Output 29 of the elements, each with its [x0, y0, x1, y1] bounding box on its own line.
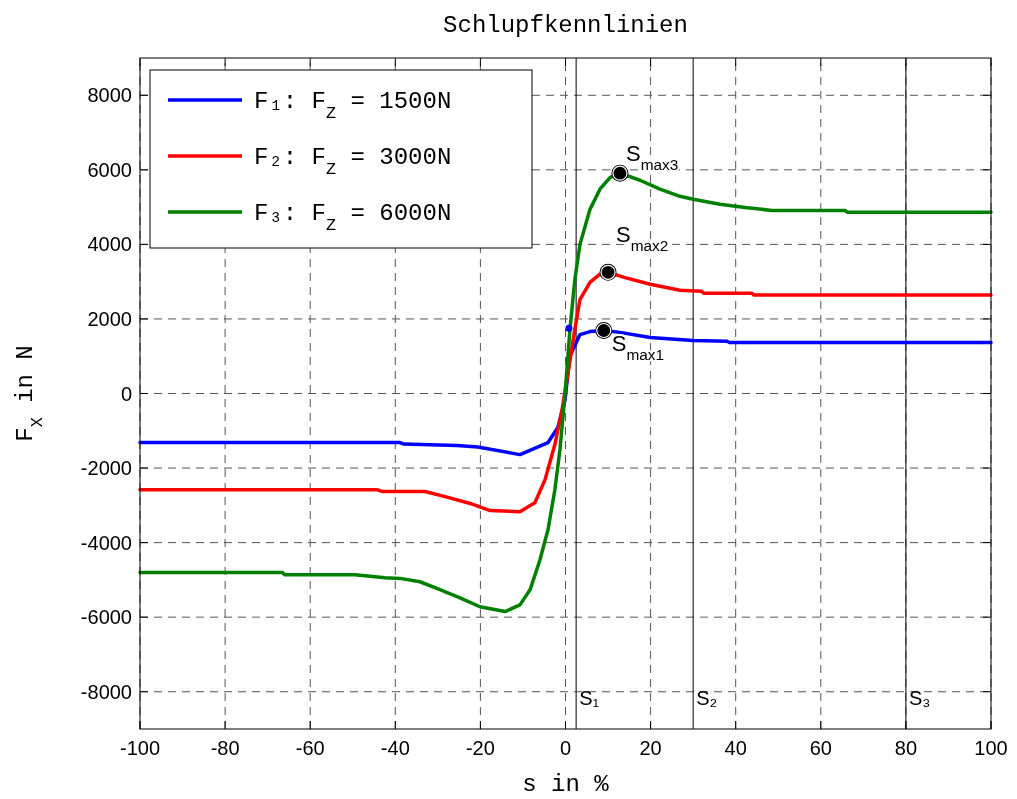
- y-tick-label: 2000: [87, 307, 132, 330]
- x-tick-label: -40: [380, 737, 410, 759]
- y-tick-label: 4000: [87, 233, 132, 256]
- x-tick-label: 80: [894, 737, 918, 759]
- ref-line-label: S₁: [579, 687, 600, 709]
- legend-label: F₂: F$_{Z}$ = 3000N: [254, 144, 452, 179]
- annotation: S$_{max1}$: [611, 330, 665, 362]
- chart-title: Schlupfkennlinien: [443, 12, 688, 39]
- legend-label: F₃: F$_{Z}$ = 6000N: [254, 200, 452, 235]
- x-tick-label: 60: [809, 737, 832, 759]
- y-tick-label: -4000: [80, 531, 132, 554]
- x-tick-label: -60: [295, 737, 325, 759]
- x-tick-label: 40: [724, 737, 747, 759]
- y-tick-label: 8000: [87, 84, 132, 107]
- x-axis-title: s in %: [522, 771, 610, 798]
- x-tick-label: 0: [559, 737, 572, 759]
- y-tick-label: 6000: [87, 158, 132, 181]
- x-tick-label: 100: [974, 737, 1008, 759]
- x-tick-label: -20: [465, 737, 495, 759]
- ref-line-label: S₃: [908, 687, 931, 709]
- y-tick-label: -6000: [80, 606, 132, 629]
- legend-label: F₁: F$_{Z}$ = 1500N: [254, 88, 452, 123]
- y-tick-label: -8000: [80, 680, 132, 703]
- x-tick-label: 20: [639, 737, 662, 759]
- ref-line-label: S₂: [696, 687, 718, 709]
- x-tick-label: -100: [119, 737, 161, 759]
- x-tick-label: -80: [210, 737, 240, 759]
- y-tick-label: 0: [120, 382, 132, 405]
- y-tick-label: -2000: [80, 457, 132, 480]
